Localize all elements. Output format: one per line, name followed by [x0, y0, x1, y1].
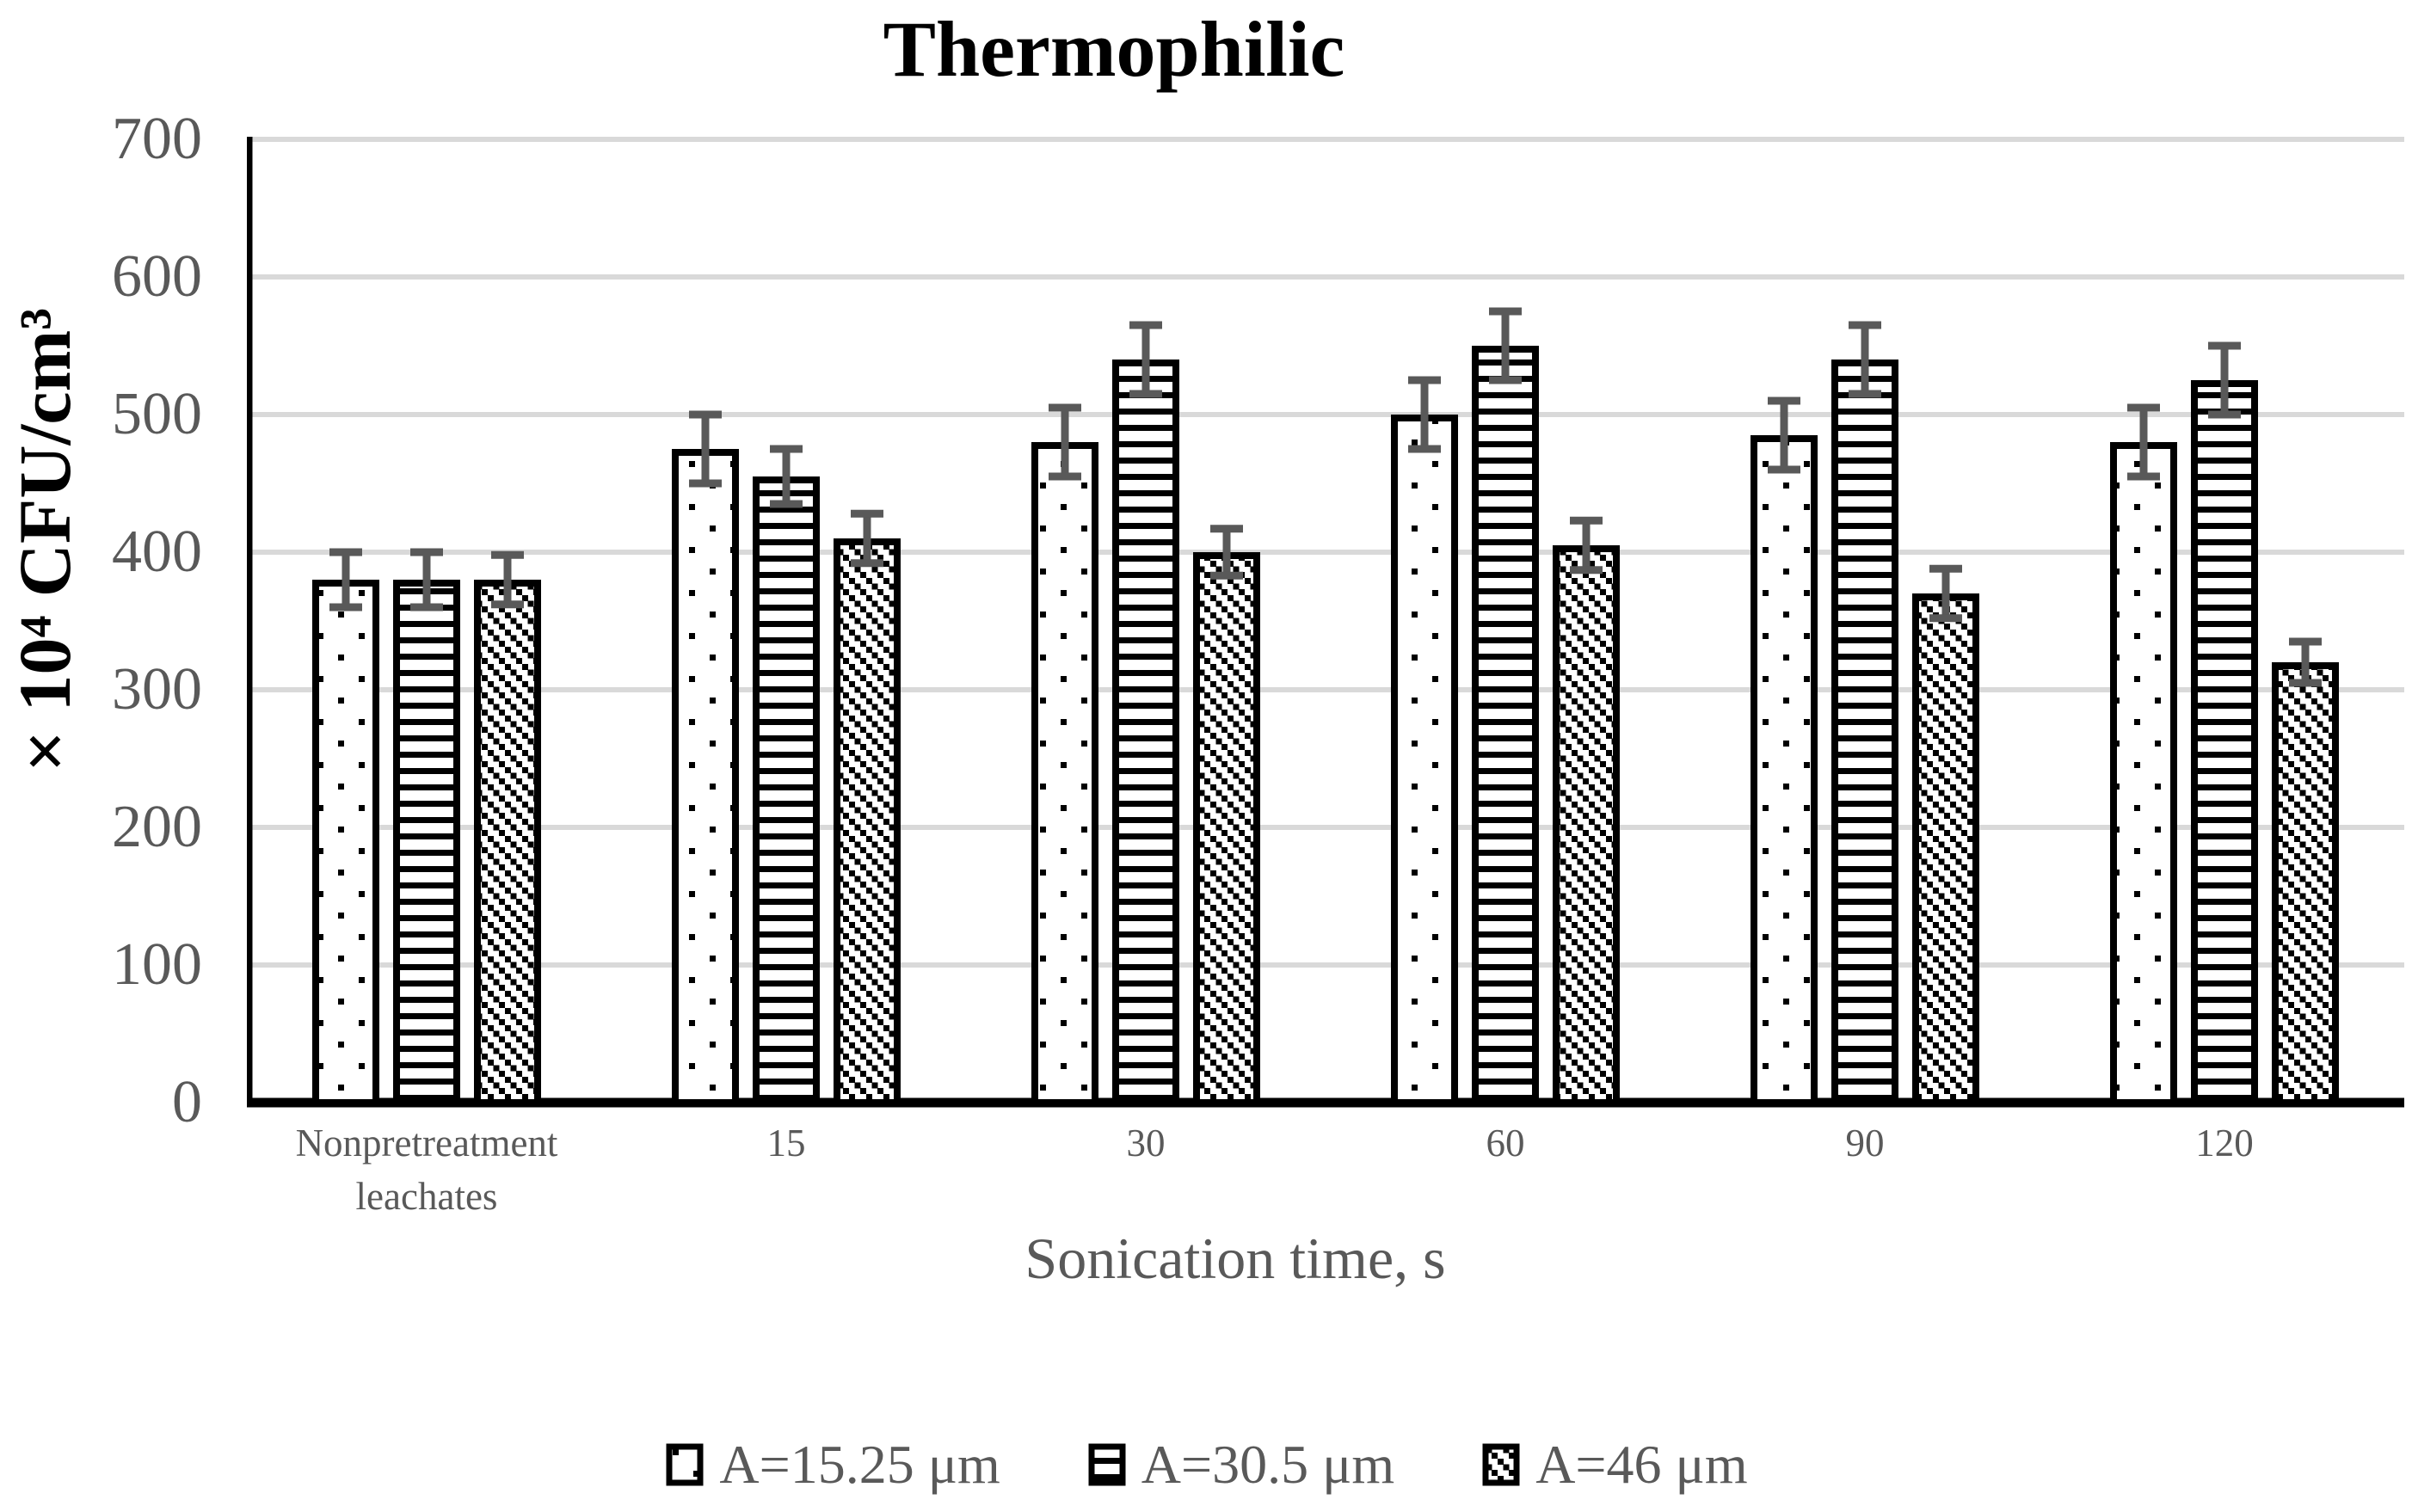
bar-series-2 — [1112, 360, 1179, 1106]
x-tick-label: 60 — [1486, 1122, 1525, 1165]
bar-series-2 — [753, 476, 820, 1106]
bar-series-1 — [2110, 442, 2177, 1106]
legend-label: A=46 μm — [1535, 1434, 1748, 1495]
legend-item: A=15.25 μm — [664, 1433, 1000, 1497]
legend-swatch-horizontal-lines — [1088, 1443, 1126, 1486]
bar-series-3 — [1193, 552, 1260, 1106]
bar-series-2 — [2191, 380, 2258, 1106]
bar-series-1 — [1391, 415, 1458, 1106]
y-tick-label: 300 — [112, 656, 202, 722]
x-axis-title: Sonication time, s — [1024, 1226, 1446, 1291]
bar-series-2 — [393, 580, 460, 1106]
legend-label: A=30.5 μm — [1141, 1434, 1395, 1495]
y-tick-label: 400 — [112, 519, 202, 585]
bar-series-2 — [1831, 360, 1898, 1106]
bar-series-3 — [474, 580, 541, 1106]
y-tick-label: 700 — [112, 106, 202, 172]
legend-swatch-dots — [666, 1443, 704, 1486]
bar-series-1 — [1751, 435, 1818, 1106]
x-tick-label: 30 — [1126, 1122, 1166, 1165]
x-tick-label: Nonpretreatment leachates — [295, 1122, 558, 1218]
bar-series-3 — [1553, 545, 1620, 1106]
bar-series-3 — [834, 538, 901, 1106]
legend-item: A=46 μm — [1480, 1433, 1748, 1497]
bar-series-1 — [312, 580, 379, 1106]
y-tick-label: 600 — [112, 243, 202, 310]
chart-title: Thermophilic — [883, 5, 1345, 93]
x-tick-label: 120 — [2195, 1122, 2254, 1165]
y-tick-label: 0 — [172, 1069, 202, 1135]
y-tick-label: 100 — [112, 931, 202, 998]
x-tick-label: 90 — [1845, 1122, 1885, 1165]
bar-series-3 — [2272, 662, 2339, 1106]
chart-legend: A=15.25 μm A=30.5 μm A=46 μm — [0, 1433, 2412, 1497]
legend-item: A=30.5 μm — [1086, 1433, 1394, 1497]
chart-plot-area — [247, 137, 2404, 1108]
legend-label: A=15.25 μm — [719, 1434, 1000, 1495]
bar-series-1 — [672, 449, 739, 1106]
y-tick-label: 500 — [112, 381, 202, 447]
bar-series-2 — [1472, 346, 1539, 1106]
y-tick-label: 200 — [112, 794, 202, 860]
x-tick-label: 15 — [766, 1122, 806, 1165]
bar-series-3 — [1912, 593, 1979, 1106]
legend-swatch-diagonal-dashes — [1482, 1443, 1520, 1486]
bar-series-1 — [1031, 442, 1098, 1106]
